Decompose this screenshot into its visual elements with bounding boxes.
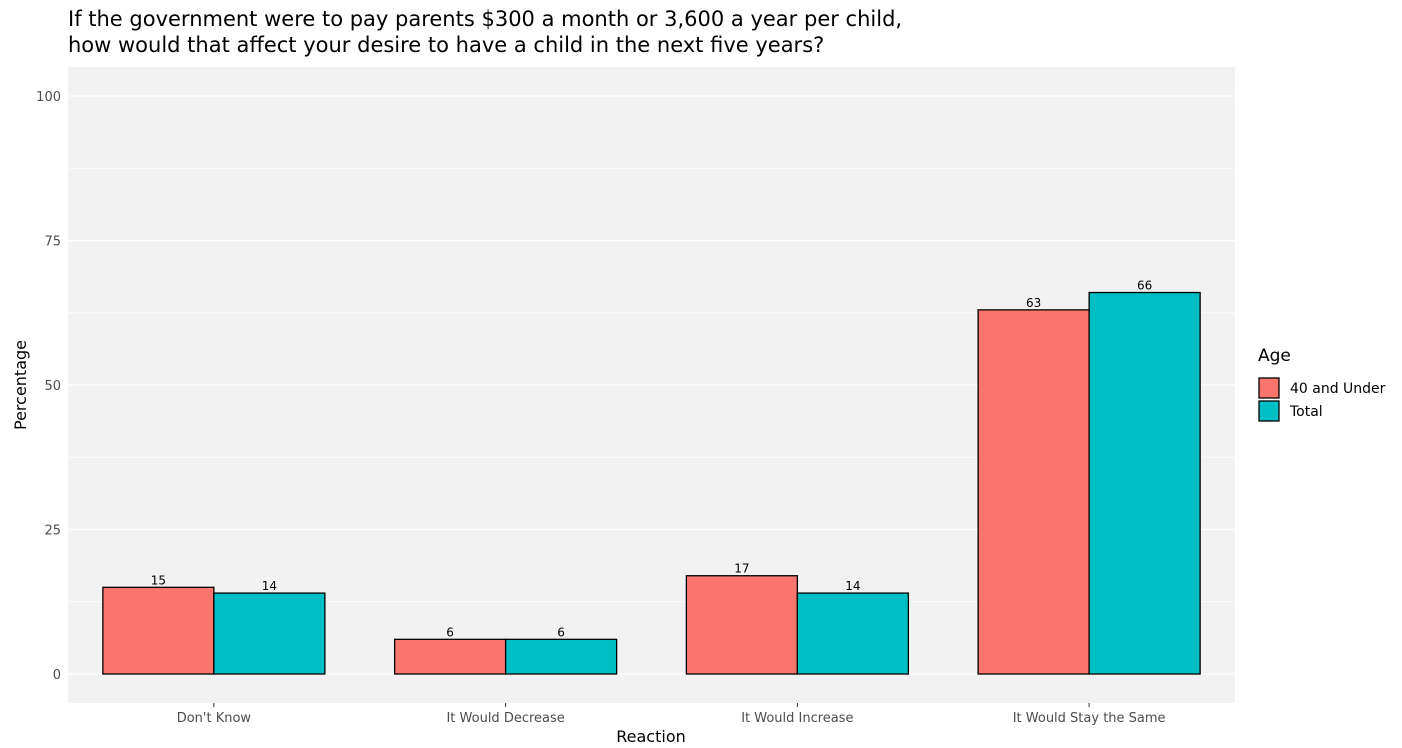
legend-key	[1258, 377, 1280, 399]
chart-title-line-1: If the government were to pay parents $3…	[68, 7, 903, 31]
bar-40-and-under	[102, 586, 215, 675]
bar-value-label: 14	[262, 579, 277, 593]
bar-40-and-under	[393, 638, 507, 675]
legend-label: 40 and Under	[1290, 381, 1386, 397]
x-tick-label: It Would Increase	[741, 711, 853, 726]
y-tick-label: 100	[36, 90, 61, 105]
y-tick-label: 50	[44, 379, 61, 394]
bar-value-label: 14	[845, 579, 860, 593]
chart-title-line-2: how would that affect your desire to hav…	[68, 33, 825, 57]
bar-value-label: 66	[1137, 279, 1152, 293]
y-tick-label: 75	[44, 235, 61, 250]
bar-value-label: 63	[1026, 296, 1041, 310]
bar-40-and-under	[685, 575, 799, 675]
x-tick-label: Don't Know	[177, 711, 252, 726]
x-tick-label: It Would Decrease	[446, 711, 564, 726]
bar-value-label: 6	[557, 625, 565, 639]
y-axis-ticks: 0 25 50 75 100	[36, 90, 61, 683]
y-tick-label: 25	[44, 524, 61, 539]
bar-total	[504, 638, 618, 675]
bar-40-and-under	[977, 309, 1090, 675]
bar-value-label: 6	[446, 625, 454, 639]
bar-total	[1088, 291, 1201, 675]
bar-value-label: 17	[734, 562, 749, 576]
bars	[102, 291, 1201, 675]
y-axis-title: Percentage	[11, 340, 30, 430]
legend: Age 40 and Under Total	[1258, 346, 1386, 422]
x-tick-label: It Would Stay the Same	[1013, 711, 1166, 726]
x-axis-title: Reaction	[616, 727, 686, 746]
y-tick-label: 0	[53, 668, 61, 683]
chart-title: If the government were to pay parents $3…	[68, 6, 902, 58]
bar-total	[796, 592, 910, 675]
x-axis-ticks: Don't Know It Would Decrease It Would Incr…	[177, 703, 1166, 726]
legend-title: Age	[1258, 346, 1291, 366]
bar-value-label: 15	[151, 573, 166, 587]
legend-key	[1258, 400, 1280, 422]
bar-total	[213, 592, 326, 675]
legend-label: Total	[1289, 404, 1323, 420]
